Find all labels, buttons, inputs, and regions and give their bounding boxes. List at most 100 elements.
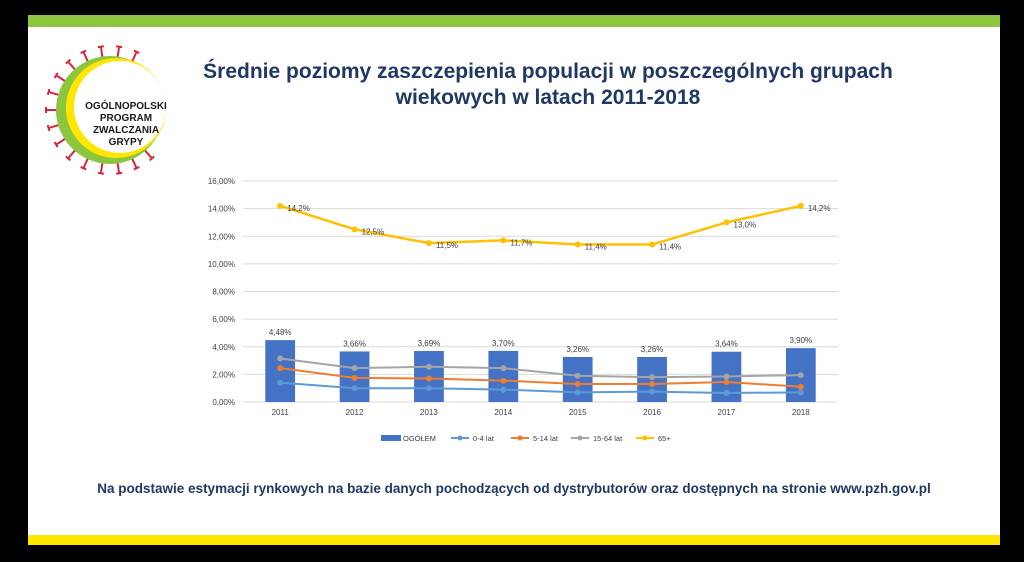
title-line-2: wiekowych w latach 2011-2018 [395,86,701,109]
legend-label: 65+ [658,434,671,443]
bar-data-label: 3,69% [418,339,441,348]
series-point [797,389,804,396]
legend-label: 0-4 lat [473,434,495,443]
series-point [797,383,804,390]
series-point [723,219,730,226]
series-data-label: 14,2% [287,204,310,213]
logo-spike [67,148,77,160]
series-point [500,237,507,244]
series-point [351,374,358,381]
legend-item: 5-14 lat [511,434,559,443]
series-point [500,386,507,393]
bar-ogolem [488,350,519,402]
logo-line: PROGRAM [99,113,153,124]
series-point [351,226,358,233]
x-tick-label: 2017 [718,408,736,417]
logo-spike-cap [80,166,87,171]
series-data-label: 12,5% [362,227,385,236]
series-point [277,202,284,209]
series-point [649,381,656,388]
series-data-label: 11,7% [510,238,532,247]
x-tick-label: 2015 [569,408,587,417]
logo-spike-cap [148,155,155,162]
series-data-label: 11,5% [436,241,458,250]
series-point [649,374,656,381]
x-tick-label: 2013 [420,408,438,417]
legend-item: 65+ [636,434,671,443]
series-point [574,381,581,388]
x-tick-label: 2014 [494,408,512,417]
legend-marker [642,435,648,441]
series-point [277,379,284,386]
legend-item: 0-4 lat [451,434,495,443]
logo-spike [99,161,104,174]
y-tick-label: 14,00% [208,205,235,214]
series-point [351,385,358,392]
legend-marker [517,435,523,441]
series-point [500,377,507,384]
logo-spike-cap [133,49,140,54]
y-tick-label: 4,00% [212,343,235,352]
y-tick-label: 2,00% [212,370,235,379]
logo-spike [82,156,90,169]
logo-spike-cap [97,171,105,175]
y-tick-label: 0,00% [212,398,235,407]
y-tick-label: 8,00% [212,288,235,297]
logo-spike-cap [46,124,51,132]
series-point [277,355,284,362]
program-logo: OGÓLNOPOLSKI PROGRAM ZWALCZANIA GRYPY [40,35,180,185]
series-point [425,240,432,247]
bar-data-label: 3,64% [715,340,738,349]
title-line-1: Średnie poziomy zaszczepienia populacji … [203,60,893,83]
series-point [574,241,581,248]
series-point [425,363,432,370]
logo-spike-cap [133,166,140,171]
legend-swatch [381,435,401,441]
bar-data-label: 3,90% [789,336,812,345]
series-point [425,385,432,392]
bar-data-label: 3,26% [641,345,664,354]
slide: OGÓLNOPOLSKI PROGRAM ZWALCZANIA GRYPY Śr… [28,15,1000,545]
logo-spike [99,46,104,59]
series-line [280,381,801,395]
series-data-label: 11,4% [659,243,681,252]
logo-spike-cap [46,88,51,96]
logo-spike-cap [115,45,123,49]
bar-data-label: 3,66% [343,339,366,348]
series-point [723,378,730,385]
legend-label: OGÓŁEM [403,434,436,443]
logo-spike-cap [65,58,72,65]
logo-spike [116,161,121,174]
top-accent-bar [28,15,1000,27]
x-tick-label: 2016 [643,408,661,417]
series-point [277,365,284,372]
series-point [574,372,581,379]
x-tick-label: 2012 [346,408,364,417]
logo-spike-cap [53,141,59,148]
y-tick-label: 6,00% [212,315,235,324]
x-tick-label: 2011 [272,408,290,417]
series-point [649,388,656,395]
legend-item: 15-64 lat [571,434,623,443]
logo-text: OGÓLNOPOLSKI PROGRAM ZWALCZANIA GRYPY [78,101,174,149]
series-point [351,365,358,372]
logo-line: GRYPY [108,137,144,148]
series-data-label: 13,0% [733,220,756,229]
series-point [797,202,804,209]
logo-spike [116,46,121,59]
logo-spike-cap [80,49,87,54]
logo-spike-cap [115,171,123,175]
slide-title: Średnie poziomy zaszczepienia populacji … [178,59,918,111]
legend-marker [577,435,583,441]
logo-line: OGÓLNOPOLSKI [85,101,167,112]
bar-data-label: 3,70% [492,339,515,348]
logo-spike-cap [65,155,72,162]
bar-data-label: 4,48% [269,328,292,337]
vaccination-chart: 0,00% 2,00% 4,00% 6,00% 8,00% 10,00% 12,00% 14,… [208,177,838,443]
y-tick-label: 10,00% [208,260,235,269]
series-line [279,204,802,246]
series-data-label: 11,4% [585,243,607,252]
legend-label: 15-64 lat [593,434,623,443]
y-tick-label: 16,00% [208,177,235,186]
bar-data-label: 3,26% [566,345,589,354]
